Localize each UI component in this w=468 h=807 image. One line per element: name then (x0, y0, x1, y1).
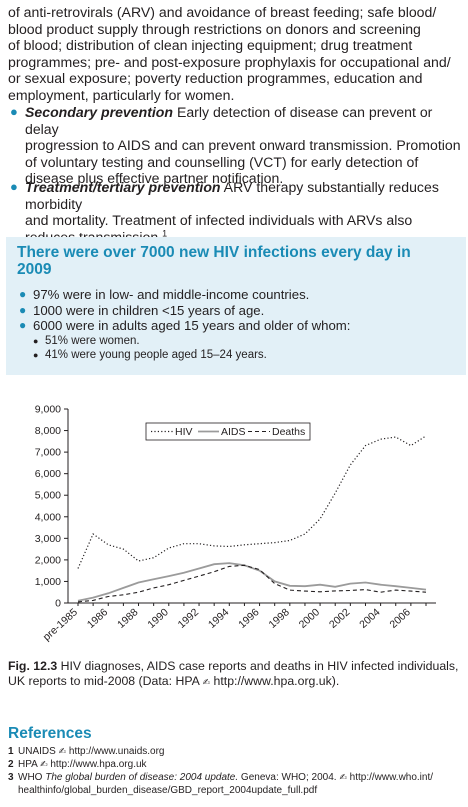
y-tick-label: 1,000 (35, 576, 61, 588)
box-title-line: There were over 7000 new HIV infections … (17, 244, 411, 261)
chart-series (77, 435, 427, 603)
sub-bullet-dot-icon: ● (33, 350, 39, 361)
reference-link[interactable]: http://www.hpa.org.uk (50, 758, 147, 770)
reference-text: WHO (18, 771, 46, 783)
x-tick-label: 1998 (266, 606, 292, 631)
hand-pointer-icon: ✍ (339, 772, 347, 783)
list-item: ● 6000 were in adults aged 15 years and o… (19, 318, 459, 334)
bullet-text: progression to AIDS and can prevent onwa… (25, 137, 461, 154)
bullet-text: disease plus effective partner notificat… (25, 170, 284, 187)
legend-box (145, 422, 311, 441)
box-title: There were over 7000 new HIV infections … (17, 244, 457, 278)
caption-text: UK reports to mid-2008 (Data: HPA (8, 674, 203, 688)
y-tick-label: 3,000 (35, 533, 61, 545)
bullet-dot-icon: ● (19, 287, 27, 301)
bullet-term: Secondary prevention (25, 104, 174, 120)
bullet-text: ARV therapy substantially reduces morbid… (25, 179, 439, 212)
hiv-line-chart: 0 1,000 2,000 3,000 4,000 5,000 6,000 7,000 8,00… (35, 404, 436, 643)
chart-legend: HIV AIDS Deaths (145, 422, 311, 441)
reference-link[interactable]: http://www.who.int/ (349, 771, 434, 783)
reference-number: 3 (8, 771, 14, 783)
series-line-deaths (77, 564, 427, 603)
reference-title: The global burden of disease: 2004 updat… (45, 771, 239, 783)
reference-number: 1 (8, 746, 14, 757)
y-tick-label: 5,000 (35, 490, 61, 502)
legend-label-deaths: Deaths (272, 426, 305, 438)
reference-text: Geneva: WHO; 2004. (238, 771, 340, 783)
footnote-marker: 1 (162, 228, 168, 239)
bullet-dot-icon: ● (19, 318, 27, 333)
bullet-term: Treatment/tertiary prevention (25, 179, 221, 195)
sub-list-item-text: 51% were women. (45, 334, 140, 347)
intro-line: programmes; pre- and post-exposure proph… (8, 53, 451, 70)
x-tick-label: 2004 (357, 606, 383, 631)
bullet-text: Early detection of disease can prevent o… (25, 104, 433, 137)
x-tick-label: pre-1985 (41, 606, 80, 643)
bullet-dot-icon: ● (10, 179, 18, 194)
series-line-hiv (77, 435, 427, 569)
bullet-dot-icon: ● (10, 104, 18, 119)
caption-text: ). (331, 674, 340, 688)
reference-number: 2 (8, 758, 14, 770)
caption-link[interactable]: http://www.hpa.org.uk (213, 674, 332, 688)
reference-link[interactable]: http://www.unaids.org (68, 746, 165, 757)
list-item-text: 1000 were in children <15 years of age. (33, 302, 265, 318)
reference-item: 2 HPA ✍ http://www.hpa.org.uk (8, 759, 466, 772)
intro-line: of blood; distribution of clean injectin… (8, 37, 413, 54)
y-tick-label: 6,000 (35, 468, 61, 480)
hand-pointer-icon: ✍ (58, 747, 67, 757)
series-line-aids (77, 562, 427, 602)
x-tick-label: 1990 (145, 606, 171, 631)
box-list: ● 97% were in low- and middle-income coun… (19, 287, 459, 363)
bullet-text: and mortality. Treatment of infected ind… (25, 212, 413, 229)
figure-caption: Fig. 12.3 HIV diagnoses, AIDS case repor… (8, 659, 464, 691)
references-list: 1 UNAIDS ✍ http://www.unaids.org 2 HPA ✍ h… (8, 746, 466, 798)
intro-line: of anti-retrovirals (ARV) and avoidance … (8, 4, 437, 20)
sub-bullet-dot-icon: ● (33, 335, 39, 346)
figure-label: Fig. 12.3 (8, 659, 58, 673)
reference-link-continued[interactable]: healthinfo/global_burden_disease/GBD_rep… (18, 784, 318, 796)
x-tick-label: 1986 (85, 606, 111, 631)
y-tick-label: 8,000 (35, 425, 61, 437)
list-item-text: 97% were in low- and middle-income count… (33, 287, 310, 302)
y-tick-label: 4,000 (35, 511, 61, 523)
x-tick-label: 1988 (115, 606, 141, 631)
hand-pointer-icon: ✍ (202, 678, 211, 688)
treatment-bullet: ● Treatment/tertiary prevention ARV thera… (8, 179, 464, 245)
intro-paragraph: of anti-retrovirals (ARV) and avoidance … (8, 4, 464, 104)
reference-item: 1 UNAIDS ✍ http://www.unaids.org (8, 746, 466, 759)
x-tick-label: 1992 (176, 606, 202, 631)
references-heading: References (8, 725, 92, 742)
box-title-line: 2009 (17, 261, 52, 278)
intro-line: or sexual exposure; poverty reduction pr… (8, 70, 423, 87)
legend-label-aids: AIDS (221, 426, 246, 438)
sub-list-item-text: 41% were young people aged 15–24 years. (45, 349, 267, 362)
y-tick-label: 0 (55, 598, 61, 610)
x-tick-label: 1994 (206, 606, 232, 631)
x-tick-label: 2006 (387, 606, 413, 631)
reference-text: HPA (18, 758, 41, 770)
secondary-prevention-bullet: ● Secondary prevention Early detection of… (8, 104, 464, 187)
list-item: ● 97% were in low- and middle-income coun… (19, 287, 459, 303)
hiv-facts-box: There were over 7000 new HIV infections … (6, 237, 466, 375)
x-tick-label: 2002 (327, 606, 353, 631)
x-tick-label: 2000 (297, 606, 323, 631)
sub-list-item: ● 51% were women. (19, 334, 459, 349)
list-item: ● 1000 were in children <15 years of age. (19, 303, 459, 319)
reference-item: 3 WHO The global burden of disease: 2004 … (8, 772, 466, 785)
bullet-dot-icon: ● (19, 302, 27, 317)
intro-line: blood product supply through restriction… (8, 20, 421, 37)
intro-line: employment, particularly for women. (8, 86, 235, 103)
legend-label-hiv: HIV (175, 426, 193, 438)
y-tick-label: 7,000 (35, 447, 61, 459)
x-tick-label: 1996 (236, 606, 262, 631)
sub-list-item: ● 41% were young people aged 15–24 years. (19, 348, 459, 363)
hand-pointer-icon: ✍ (40, 759, 48, 770)
caption-text: HIV diagnoses, AIDS case reports and dea… (57, 659, 459, 673)
bullet-text: of voluntary testing and counselling (VC… (25, 153, 419, 170)
y-tick-label: 2,000 (35, 554, 61, 566)
reference-text: UNAIDS (18, 746, 59, 757)
list-item-text: 6000 were in adults aged 15 years and ol… (33, 318, 351, 334)
y-tick-label: 9,000 (35, 404, 61, 416)
